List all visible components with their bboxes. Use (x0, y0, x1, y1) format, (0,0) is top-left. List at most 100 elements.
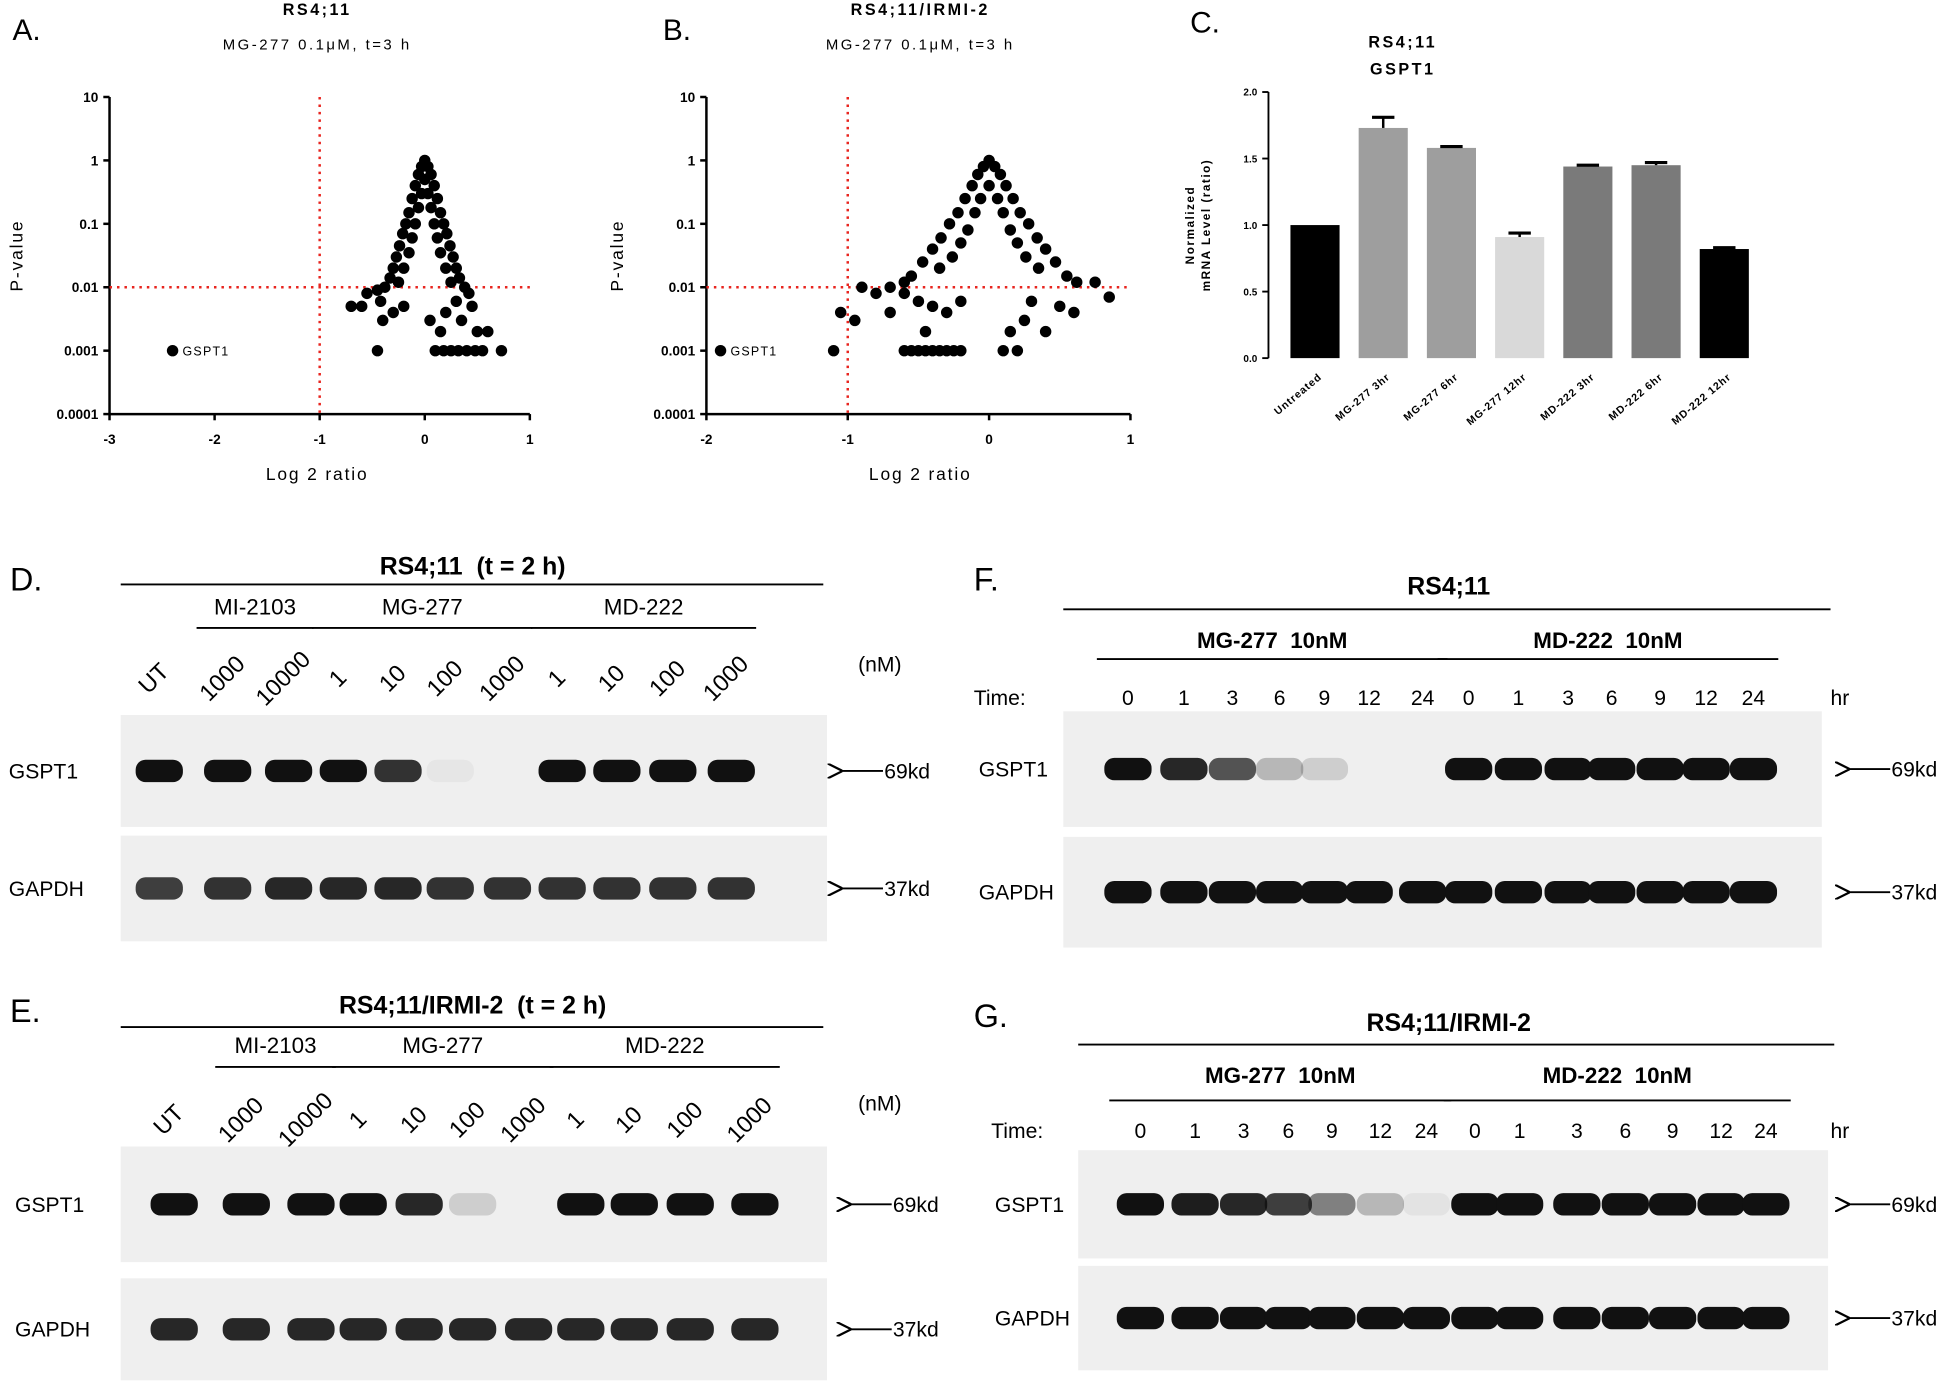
lane-label: 12 (1709, 1120, 1733, 1143)
data-point (398, 300, 410, 313)
lane-label: 6 (1606, 687, 1618, 710)
band (135, 877, 183, 900)
data-point (870, 287, 882, 300)
lane-prefix: Time: (974, 687, 1026, 710)
data-point (447, 251, 459, 263)
band (1544, 757, 1592, 781)
band (504, 1318, 553, 1341)
group-label: MG-277 (402, 1033, 483, 1058)
y-tick-label: 0.001 (661, 344, 696, 359)
lane-label: 100 (645, 656, 691, 702)
data-point (977, 160, 990, 173)
x-tick-label: 0 (421, 432, 429, 447)
data-point (919, 325, 932, 338)
panel-label: D. (10, 562, 42, 598)
y-tick-label: 0.0 (1243, 354, 1257, 365)
data-point (898, 276, 911, 288)
data-point (916, 256, 929, 268)
data-point (1022, 218, 1035, 230)
bar (1699, 249, 1749, 359)
marker-label: 37kd (1891, 882, 1937, 905)
data-point (1071, 276, 1083, 288)
band (1356, 1306, 1405, 1330)
bar (1290, 225, 1340, 359)
band (339, 1193, 387, 1216)
lane-label: 1 (1514, 1120, 1526, 1143)
band (1636, 757, 1684, 781)
y-tick-label: 1.0 (1243, 221, 1257, 232)
data-point (412, 201, 425, 214)
data-point (1089, 276, 1101, 288)
chart-title: RS4;11 (1368, 33, 1437, 51)
band (1208, 757, 1257, 781)
band (1160, 881, 1208, 904)
unit-label: hr (1831, 1120, 1850, 1143)
data-point (959, 192, 971, 205)
data-point (1007, 192, 1019, 205)
lane-label: 1 (562, 1107, 590, 1135)
y-tick-label: 0.0001 (57, 407, 99, 422)
data-point (827, 344, 840, 357)
data-point (406, 232, 418, 244)
y-axis-label: P-value (607, 220, 627, 292)
row-label: GAPDH (15, 1319, 90, 1342)
data-point (1018, 314, 1031, 327)
panel-label: G. (974, 998, 1008, 1034)
data-point (437, 218, 450, 230)
panel-label: C. (1190, 6, 1220, 39)
y-tick-label: 0.1 (79, 217, 98, 232)
data-point (463, 287, 475, 300)
data-point (1049, 256, 1062, 268)
lane-label: UT (149, 1100, 190, 1141)
x-tick-label: MG-277 6hr (1401, 371, 1460, 424)
lane-label: 0 (1135, 1120, 1147, 1143)
lane-label: 9 (1326, 1120, 1338, 1143)
data-point (482, 325, 494, 338)
band (1219, 1306, 1268, 1330)
data-point (972, 168, 984, 181)
band (264, 759, 313, 783)
data-point (943, 218, 956, 230)
x-tick-label: MG-277 12hr (1464, 371, 1529, 428)
data-point (1054, 300, 1066, 313)
data-point (422, 187, 434, 200)
band (1742, 1306, 1790, 1330)
data-point (955, 295, 967, 308)
x-tick-label: 1 (1127, 432, 1135, 447)
data-point (997, 206, 1009, 219)
data-point (440, 306, 452, 319)
data-point (371, 284, 384, 296)
x-tick-label: -2 (700, 432, 713, 447)
lane-label: 1 (1513, 687, 1525, 710)
x-tick-label: Untreated (1272, 371, 1324, 418)
bar (1563, 166, 1613, 359)
data-point (471, 325, 484, 338)
band (150, 1318, 198, 1341)
band (264, 877, 313, 900)
data-point (884, 281, 896, 293)
band (135, 759, 183, 783)
lane-label: 1000 (699, 651, 755, 707)
band (1648, 1193, 1697, 1216)
band (1345, 881, 1393, 904)
band (557, 1193, 605, 1216)
data-point (450, 295, 462, 308)
band (1494, 757, 1543, 781)
band (1264, 1306, 1312, 1330)
x-tick-label: -2 (209, 432, 222, 447)
data-point (396, 227, 409, 240)
data-point (361, 287, 373, 300)
marker-label: 37kd (893, 1319, 939, 1342)
data-point (445, 276, 457, 288)
data-point (452, 344, 465, 357)
data-point (1004, 325, 1017, 338)
band (1588, 757, 1636, 781)
group-label: MG-277 10nM (1197, 628, 1347, 653)
group-label: MD-222 (625, 1033, 705, 1058)
data-point (387, 306, 399, 319)
row-label: GAPDH (9, 878, 84, 901)
data-point (371, 344, 384, 357)
data-point (1011, 344, 1024, 357)
band (1208, 881, 1257, 904)
band (731, 1193, 779, 1216)
